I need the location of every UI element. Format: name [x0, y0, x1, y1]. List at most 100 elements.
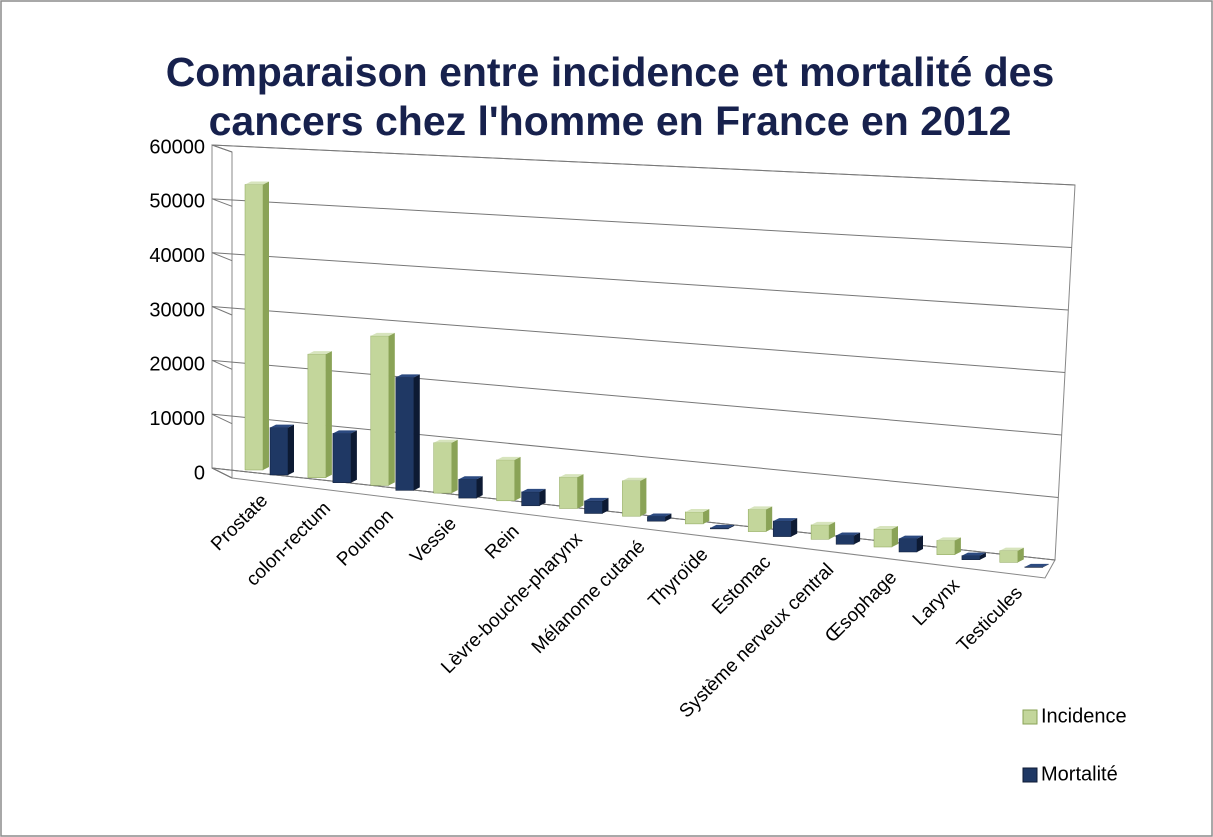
bar-side — [979, 552, 986, 560]
bar — [999, 550, 1019, 563]
bar-side — [829, 521, 836, 540]
bar-side — [413, 374, 420, 491]
bar — [873, 528, 893, 548]
bar-side — [665, 513, 672, 522]
bar-side — [602, 497, 609, 514]
bar-top — [811, 521, 836, 525]
bar-side — [476, 476, 483, 499]
bar-side — [577, 474, 584, 509]
y-tick-label: 10000 — [149, 408, 205, 430]
bar — [936, 540, 956, 555]
legend-label: Incidence — [1041, 705, 1127, 727]
legend-label: Mortalité — [1041, 763, 1118, 785]
bar — [710, 527, 729, 530]
chart-title: cancers chez l'homme en France en 2012 — [209, 98, 1012, 144]
bar — [622, 480, 641, 517]
bar-side — [451, 439, 458, 494]
bar-side — [514, 456, 521, 501]
grid-line — [211, 252, 1069, 311]
bar — [458, 478, 477, 499]
bar-top — [710, 524, 735, 528]
y-tick-label: 0 — [194, 462, 205, 484]
y-tick-label: 60000 — [149, 136, 205, 158]
bar-side — [703, 508, 710, 524]
bar-top — [936, 537, 961, 541]
bar-top — [433, 439, 458, 443]
bar-side — [791, 518, 798, 537]
bar — [647, 516, 666, 522]
bar — [747, 509, 767, 532]
bar-top — [270, 424, 294, 428]
bar — [269, 427, 289, 476]
chart-title: Comparaison entre incidence et mortalité… — [166, 49, 1055, 95]
bar-top — [685, 508, 710, 512]
bar — [584, 500, 603, 514]
bar — [521, 491, 540, 507]
bar-top — [307, 351, 332, 355]
bar — [332, 433, 352, 483]
bar — [772, 520, 792, 537]
bar-top — [458, 476, 483, 480]
bar-top — [647, 513, 672, 517]
bar-side — [854, 532, 861, 545]
bar-side — [1017, 547, 1024, 563]
bar-top — [773, 518, 798, 522]
bar-top — [395, 374, 420, 378]
bar-side — [288, 424, 294, 475]
bar — [244, 184, 264, 471]
bar-side — [766, 506, 773, 532]
bar-side — [539, 488, 546, 506]
bar-top — [961, 552, 986, 556]
bar-top — [1024, 563, 1049, 567]
bar-side — [892, 526, 898, 547]
bar-side — [350, 430, 357, 483]
y-tick-label: 20000 — [149, 354, 205, 376]
bar-side — [325, 351, 332, 478]
legend-swatch — [1022, 767, 1038, 783]
bar-side — [917, 535, 923, 552]
bar-top — [521, 488, 546, 492]
bar-side — [728, 524, 735, 529]
bar-side — [954, 537, 961, 555]
bar — [961, 555, 981, 560]
bar-top — [836, 532, 861, 536]
bar-side — [388, 332, 395, 486]
bar — [559, 476, 578, 509]
bar-top — [874, 526, 898, 530]
bar — [370, 335, 390, 486]
bar — [307, 353, 327, 478]
bar-top — [748, 506, 773, 510]
y-tick-label: 40000 — [149, 245, 205, 267]
bar-top — [559, 474, 584, 478]
bar-top — [622, 477, 647, 481]
bar-top — [245, 181, 269, 185]
bar-top — [370, 332, 395, 336]
bar — [810, 524, 830, 540]
bar — [433, 442, 452, 494]
grid-line — [211, 413, 1059, 498]
legend-swatch — [1022, 709, 1038, 725]
bar-top — [584, 497, 609, 501]
bar-side — [263, 181, 269, 470]
grid-line — [211, 198, 1072, 248]
bar-side — [640, 477, 647, 517]
grid-line — [211, 144, 1076, 186]
bar-top — [332, 430, 357, 434]
bar — [395, 377, 415, 491]
y-tick-label: 30000 — [149, 299, 205, 321]
grid-line — [211, 359, 1062, 436]
bar-top — [899, 535, 923, 539]
bar — [835, 535, 855, 545]
bar-side — [1042, 563, 1049, 568]
bar-top — [999, 547, 1024, 551]
bar — [496, 459, 515, 502]
bar — [1024, 566, 1044, 568]
bar-top — [496, 456, 521, 460]
bar — [685, 511, 704, 525]
bar — [898, 538, 918, 553]
grid-line — [211, 306, 1066, 373]
y-tick-label: 50000 — [149, 191, 205, 213]
